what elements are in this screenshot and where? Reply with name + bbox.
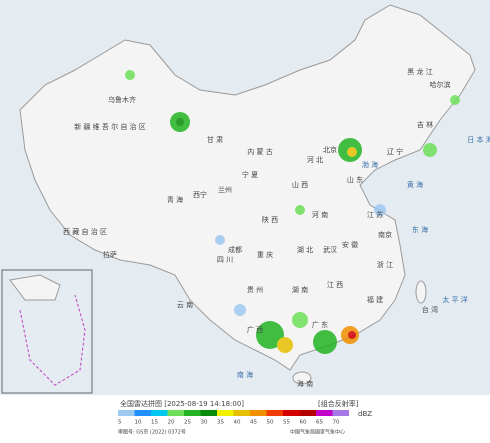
hainan: [292, 371, 312, 385]
map-label: 台 湾: [422, 305, 438, 314]
legend-swatch: [184, 410, 201, 416]
approval: 审图号: GS京 (2022) 0372号: [118, 429, 186, 436]
map-label: 太 平 洋: [442, 295, 467, 304]
map-label: 黑 龙 江: [407, 67, 432, 76]
map-label: 吉 林: [417, 120, 433, 129]
legend-level: 10: [135, 420, 142, 426]
legend-level: 70: [333, 420, 340, 426]
map-label: 安 徽: [342, 240, 358, 249]
inset-land: [9, 274, 61, 301]
map-label: 贵 州: [247, 285, 263, 294]
legend-product: [组合反射率]: [318, 399, 359, 408]
legend-level: 55: [283, 420, 290, 426]
legend-level: 15: [151, 420, 158, 426]
legend-swatch: [250, 410, 267, 416]
legend-level: 50: [267, 420, 274, 426]
map-label: 武汉: [323, 245, 337, 254]
map-label: 四 川: [217, 256, 233, 264]
source: 中国气象局国家气象中心: [290, 429, 345, 436]
map-label: 湖 北: [297, 245, 313, 254]
map-label: 兰州: [218, 185, 232, 194]
legend-swatch: [299, 410, 316, 416]
legend-swatch: [266, 410, 283, 416]
map-label: 甘 肃: [207, 135, 223, 144]
map-label: 南京: [378, 230, 392, 239]
map-label: 湖 南: [292, 285, 308, 294]
map-label: 浙 江: [377, 260, 393, 269]
map-label: 山 西: [292, 180, 308, 189]
map-label: 辽 宁: [387, 147, 403, 156]
map-label: 北京: [323, 145, 337, 154]
map-label: 黄 海: [407, 180, 423, 189]
map-label: 河 南: [312, 210, 328, 219]
legend-title: 全国雷达拼图 [2025-08-19 14:18:00]: [120, 399, 244, 408]
legend-swatch: [217, 410, 234, 416]
map-label: 云 南: [177, 300, 193, 309]
map-label: 海 南: [297, 379, 313, 388]
legend-level: 45: [250, 420, 257, 426]
map-label: 青 海: [167, 195, 183, 204]
legend-unit: dBZ: [358, 410, 372, 418]
map-label: 宁 夏: [242, 170, 258, 179]
map-label: 乌鲁木齐: [108, 95, 136, 104]
map-label: 山 东: [347, 175, 363, 184]
legend-swatch: [332, 410, 349, 416]
map-label: 西 藏 自 治 区: [63, 227, 107, 236]
legend-swatch: [118, 410, 135, 416]
legend-level: 25: [184, 420, 191, 426]
legend-bg: [0, 395, 490, 439]
map-label: 南 海: [237, 370, 253, 379]
legend-swatch: [316, 410, 333, 416]
legend-swatch: [134, 410, 151, 416]
map-label: 成都: [228, 245, 242, 254]
legend-swatch: [151, 410, 168, 416]
map-label: 广 西: [247, 325, 263, 334]
legend-level: 30: [201, 420, 208, 426]
taiwan: [415, 280, 427, 304]
map-label: 内 蒙 古: [247, 147, 272, 156]
map-label: 江 西: [327, 281, 343, 289]
map-label: 拉萨: [103, 250, 117, 259]
map-label: 哈尔滨: [430, 80, 451, 89]
legend-level: 35: [217, 420, 224, 426]
map-label: 广 东: [312, 320, 328, 329]
map-label: 新 疆 维 吾 尔 自 治 区: [74, 122, 146, 131]
map-label: 重 庆: [257, 250, 273, 259]
legend-level: 40: [234, 420, 241, 426]
legend-level: 60: [300, 420, 307, 426]
map-label: 渤 海: [362, 160, 378, 169]
legend-swatch: [200, 410, 217, 416]
map-label: 河 北: [307, 156, 323, 164]
legend-level: 5: [118, 420, 122, 426]
map-label: 福 建: [367, 295, 383, 304]
legend-swatch: [233, 410, 250, 416]
china-outline: [19, 4, 476, 371]
legend-level: 65: [316, 420, 323, 426]
map-label: 东 海: [412, 225, 428, 234]
legend-swatch: [167, 410, 184, 416]
legend-swatch: [283, 410, 300, 416]
map-label: 陕 西: [262, 215, 278, 224]
legend-level: 20: [168, 420, 175, 426]
map-label: 江 苏: [367, 210, 383, 219]
inset-line: [19, 294, 86, 386]
map-label: 日 本 海: [467, 135, 490, 144]
map-label: 西宁: [193, 190, 207, 199]
